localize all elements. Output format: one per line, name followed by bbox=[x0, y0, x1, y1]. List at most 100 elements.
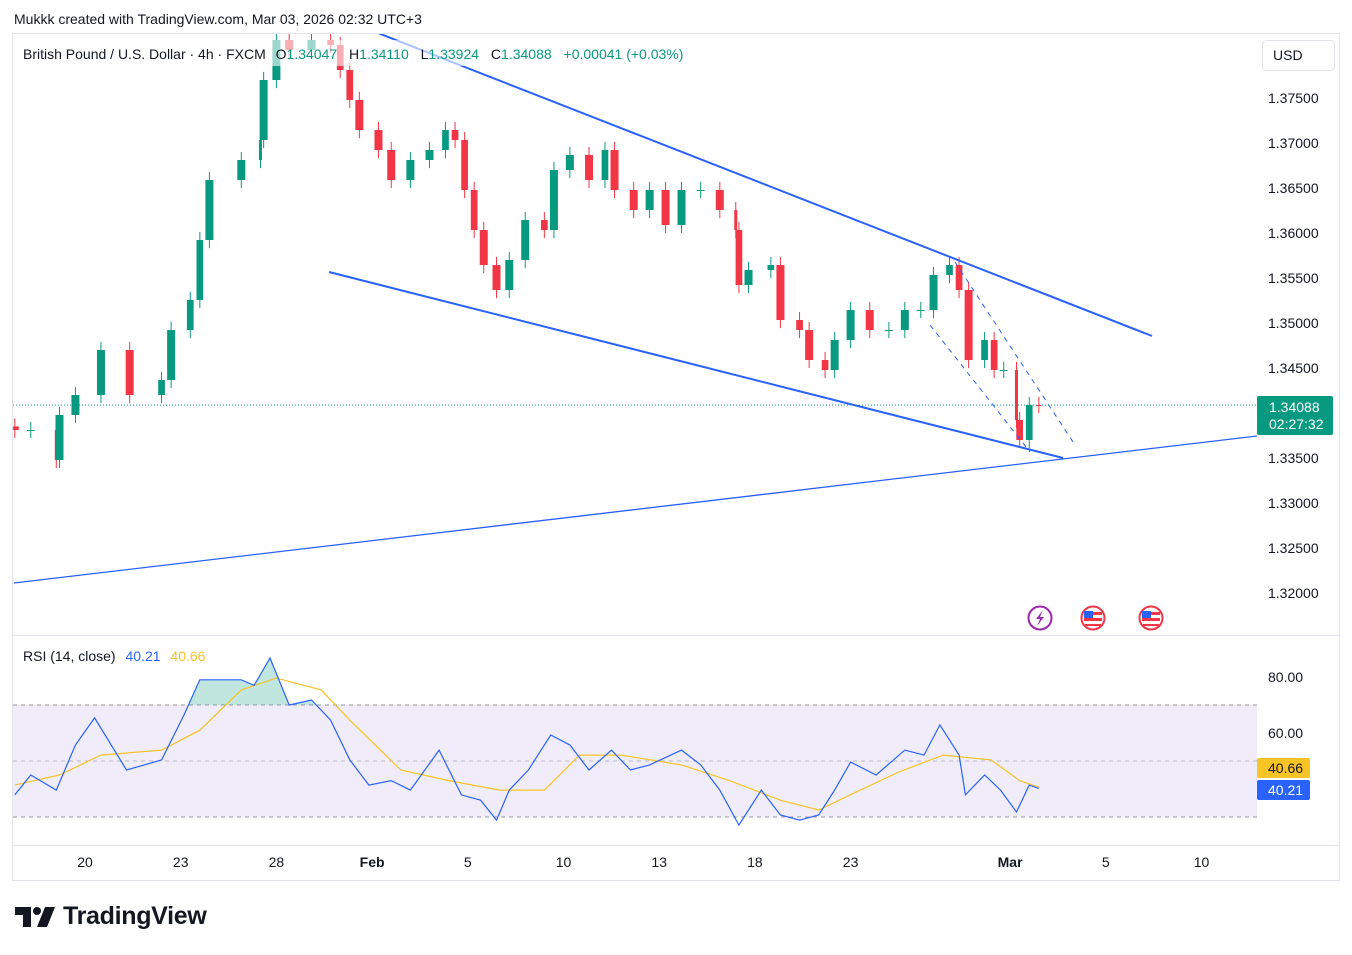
candle-body bbox=[258, 140, 262, 161]
rsi-value: 40.21 bbox=[125, 648, 160, 664]
candle-body bbox=[205, 179, 214, 241]
time-tick-label: 20 bbox=[77, 854, 93, 870]
candle-body bbox=[1014, 369, 1018, 421]
candle bbox=[549, 161, 558, 239]
candle-body bbox=[505, 260, 514, 290]
candle-body bbox=[549, 170, 558, 231]
candle-body bbox=[521, 220, 530, 260]
rsi-axis[interactable]: 80.00 60.00 bbox=[1268, 669, 1303, 741]
candle bbox=[565, 146, 574, 179]
time-tick-label: 23 bbox=[173, 854, 189, 870]
candle bbox=[205, 171, 214, 249]
candle-body bbox=[237, 160, 246, 180]
candle-body bbox=[442, 130, 449, 151]
candle bbox=[387, 141, 396, 189]
close-label: C bbox=[491, 46, 501, 62]
price-tick-label: 1.35500 bbox=[1268, 270, 1319, 286]
high-value: 1.34110 bbox=[359, 46, 409, 62]
candle-body bbox=[821, 359, 829, 370]
channel-dashed-upper[interactable] bbox=[954, 261, 1076, 446]
candles bbox=[13, 34, 1042, 469]
candle bbox=[505, 251, 514, 299]
candle bbox=[830, 331, 839, 379]
event-lightning-icon[interactable] bbox=[1027, 605, 1053, 631]
candle-body bbox=[916, 310, 925, 312]
event-us-flag-icon[interactable] bbox=[1080, 605, 1106, 631]
candle-body bbox=[846, 310, 855, 341]
candle bbox=[55, 406, 64, 469]
channel-dashed-lower[interactable] bbox=[929, 324, 1031, 453]
candle bbox=[374, 121, 383, 159]
time-tick-label: 23 bbox=[843, 854, 859, 870]
candle-body bbox=[735, 230, 743, 286]
candle-body bbox=[55, 414, 64, 460]
candle bbox=[196, 231, 204, 309]
candle bbox=[521, 211, 530, 269]
candle bbox=[355, 91, 364, 139]
open-value: 1.34047 bbox=[287, 46, 338, 62]
candle bbox=[955, 256, 963, 299]
currency-button[interactable]: USD bbox=[1262, 40, 1335, 71]
time-tick-label: 28 bbox=[269, 854, 285, 870]
bar-countdown: 02:27:32 bbox=[1269, 416, 1324, 432]
low-value: 1.33924 bbox=[428, 46, 479, 62]
symbol-title: British Pound / U.S. Dollar · 4h · FXCM bbox=[23, 46, 266, 62]
candle-body bbox=[346, 70, 354, 100]
candle bbox=[661, 181, 670, 234]
candle bbox=[259, 71, 268, 149]
candle-body bbox=[259, 80, 268, 141]
close-value: 1.34088 bbox=[501, 46, 552, 62]
wedge-upper-trendline[interactable] bbox=[377, 33, 1153, 337]
time-axis[interactable]: 20 23 28 Feb 5 10 13 18 23 Mar 5 10 bbox=[77, 854, 1209, 870]
long-trendline[interactable] bbox=[13, 435, 1257, 584]
candle bbox=[406, 151, 415, 189]
candle-body bbox=[158, 379, 165, 395]
candle-body bbox=[677, 189, 686, 225]
candle bbox=[846, 301, 855, 349]
candle bbox=[71, 386, 80, 424]
candle-body bbox=[470, 189, 478, 231]
wedge-lower-trendline[interactable] bbox=[328, 271, 1064, 459]
rsi-badge: 40.21 bbox=[1257, 780, 1310, 800]
candle-body bbox=[196, 240, 204, 300]
rsi-band bbox=[13, 705, 1257, 817]
high-label: H bbox=[349, 46, 359, 62]
price-tick-label: 1.33500 bbox=[1268, 450, 1319, 466]
time-tick-label: 13 bbox=[651, 854, 667, 870]
ohlc-legend: British Pound / U.S. Dollar · 4h · FXCM … bbox=[23, 46, 683, 62]
tradingview-logo[interactable]: TradingView bbox=[15, 902, 207, 931]
candle bbox=[645, 181, 654, 219]
candle-body bbox=[796, 320, 803, 331]
price-tick-label: 1.33000 bbox=[1268, 495, 1319, 511]
open-label: O bbox=[276, 46, 287, 62]
event-us-flag-icon[interactable] bbox=[1138, 605, 1164, 631]
candle-body bbox=[981, 340, 988, 360]
candle-body bbox=[767, 265, 775, 270]
candle bbox=[735, 221, 743, 294]
candle bbox=[26, 421, 35, 439]
rsi-ma-line[interactable] bbox=[14, 677, 1039, 811]
price-tick-label: 1.32500 bbox=[1268, 540, 1319, 556]
candle-body bbox=[374, 130, 383, 151]
candle bbox=[884, 321, 893, 339]
rsi-line[interactable] bbox=[14, 656, 1039, 827]
time-tick-label: 10 bbox=[556, 854, 572, 870]
rsi-title: RSI (14, close) bbox=[23, 648, 116, 664]
low-label: L bbox=[421, 46, 429, 62]
candle bbox=[425, 141, 434, 169]
candle bbox=[186, 291, 194, 339]
candle bbox=[451, 121, 459, 149]
candle-body bbox=[186, 299, 194, 331]
candle bbox=[585, 146, 594, 189]
candle-body bbox=[610, 150, 619, 190]
candle-body bbox=[696, 189, 705, 191]
candle bbox=[929, 266, 938, 319]
candle-body bbox=[929, 275, 938, 311]
candle-body bbox=[565, 154, 574, 170]
price-axis[interactable]: 1.37500 1.37000 1.36500 1.36000 1.35500 1.350… bbox=[1268, 90, 1319, 601]
candle bbox=[999, 361, 1008, 379]
candle bbox=[237, 151, 246, 189]
candle bbox=[776, 256, 785, 329]
price-tick-label: 1.37500 bbox=[1268, 90, 1319, 106]
